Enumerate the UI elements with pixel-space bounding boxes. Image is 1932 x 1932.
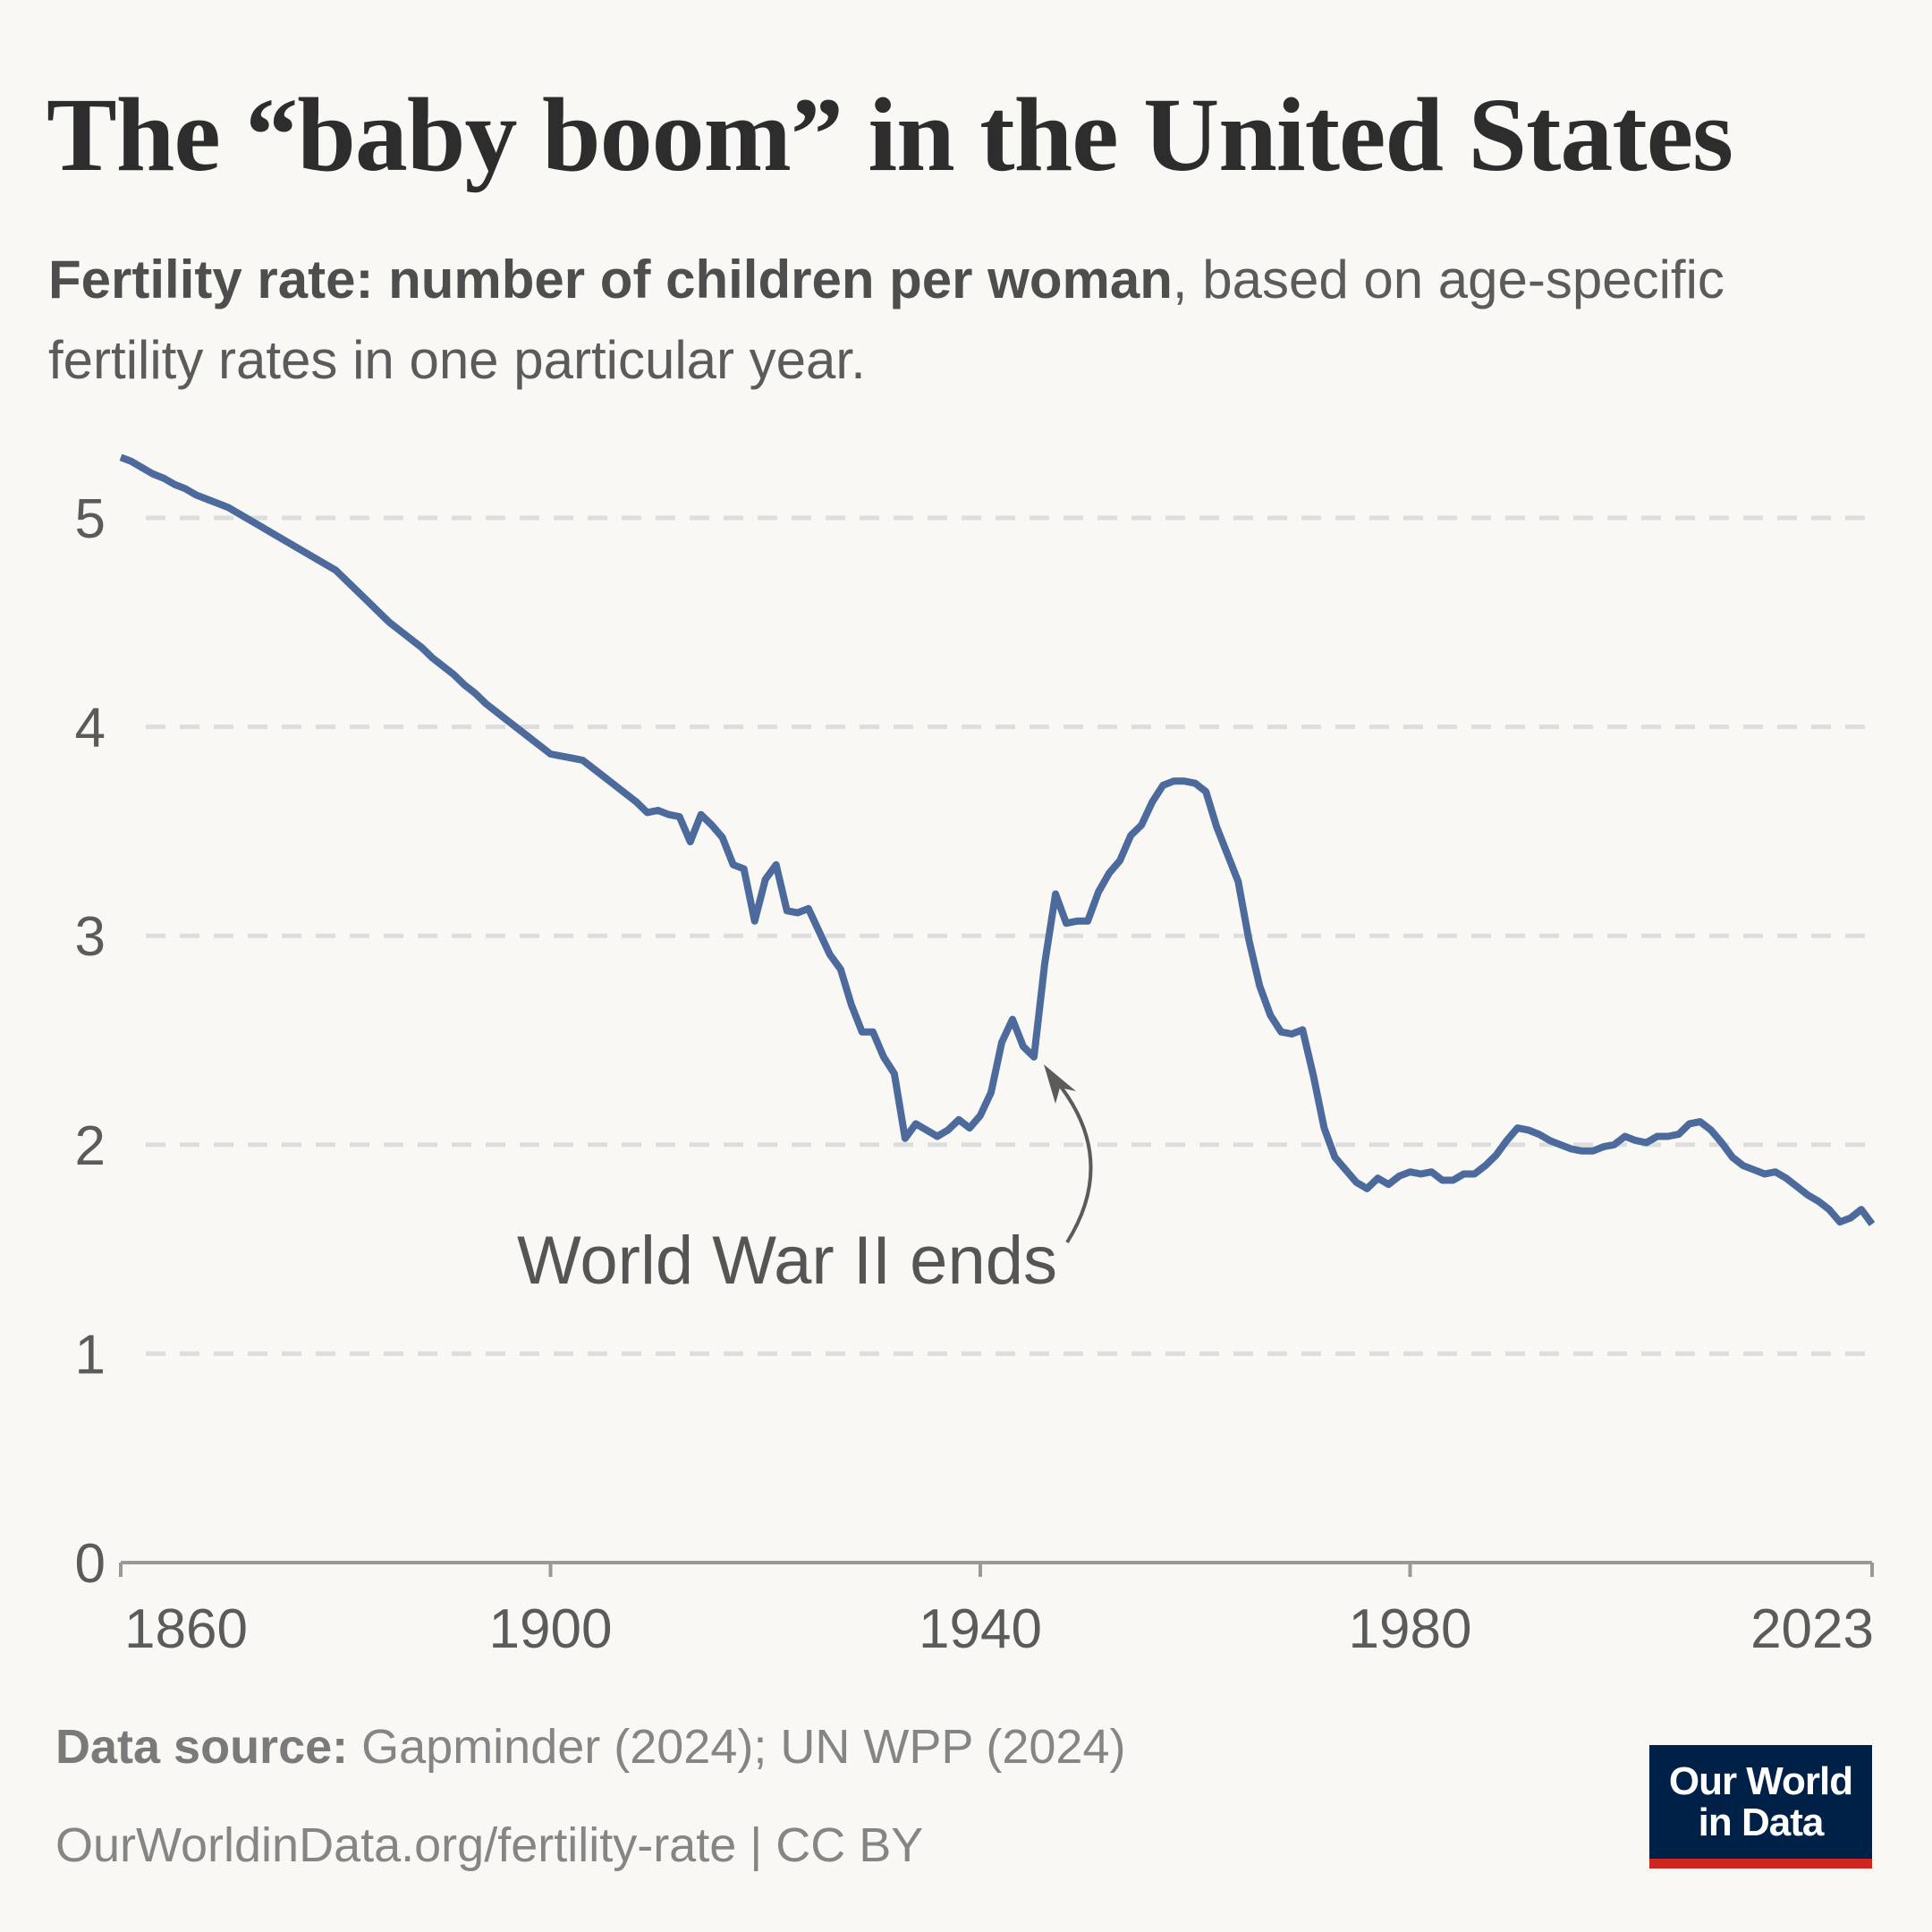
y-tick-label: 2 — [75, 1115, 106, 1177]
y-tick-label: 4 — [75, 698, 106, 759]
y-tick-label: 1 — [75, 1324, 106, 1385]
subtitle-bold: Fertility rate: number of children per w… — [48, 250, 1173, 309]
y-tick-label: 3 — [75, 906, 106, 968]
gridlines — [146, 515, 1872, 1356]
source-label: Data source: — [55, 1720, 349, 1774]
logo-line2: in Data — [1698, 1801, 1825, 1844]
x-tick-label: 1980 — [1349, 1598, 1472, 1660]
logo-line1: Our World — [1668, 1759, 1853, 1803]
x-axis-ticks: 1860 1900 1940 1980 2023 — [119, 1563, 1874, 1660]
x-tick-label: 1900 — [489, 1598, 613, 1660]
annotation-arrowhead — [1044, 1064, 1076, 1104]
chart-title: The “baby boom” in the United States — [47, 76, 1733, 193]
data-source: Data source: Gapminder (2024); UN WPP (2… — [55, 1719, 1125, 1775]
x-tick-label: 1860 — [124, 1598, 248, 1660]
annotation-arrow — [1046, 1070, 1093, 1244]
chart-subtitle: Fertility rate: number of children per w… — [48, 240, 1819, 401]
subtitle-rest: , based on age-specific fertility rates … — [48, 250, 1724, 390]
x-tick-label: 1940 — [919, 1598, 1042, 1660]
source-url[interactable]: OurWorldinData.org/fertility-rate | CC B… — [55, 1818, 924, 1872]
x-tick-label: 2023 — [1750, 1598, 1874, 1660]
source-text: Gapminder (2024); UN WPP (2024) — [348, 1720, 1126, 1774]
y-tick-label: 5 — [75, 488, 106, 550]
y-axis-ticks: 0 1 2 3 4 5 — [75, 488, 106, 1595]
annotation-text: World War II ends — [517, 1223, 1057, 1299]
y-tick-label: 0 — [75, 1533, 106, 1595]
owid-logo[interactable]: Our World in Data — [1649, 1745, 1872, 1868]
fertility-rate-line — [119, 453, 1876, 1226]
